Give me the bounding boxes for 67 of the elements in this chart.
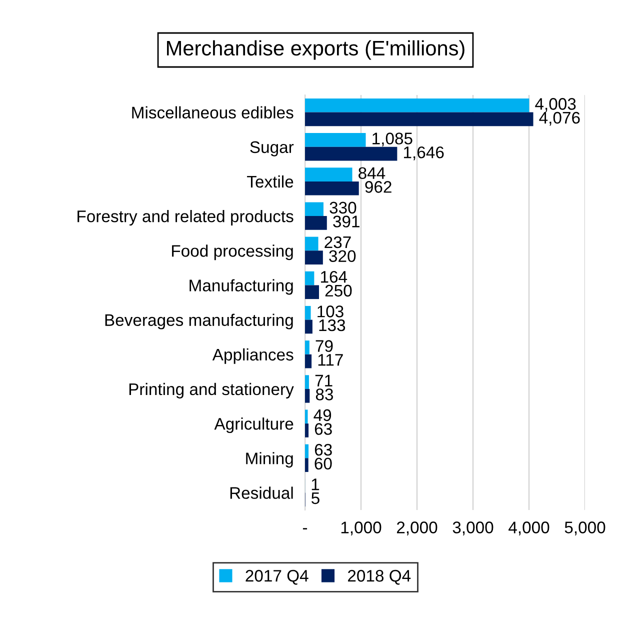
- data-label: 164: [321, 270, 348, 283]
- y-tick-label: Residual: [230, 486, 293, 499]
- data-label: 117: [318, 354, 343, 366]
- data-label: 250: [325, 284, 352, 297]
- data-label: 103: [318, 306, 344, 318]
- data-label: 71: [315, 374, 332, 386]
- bar: [305, 410, 308, 424]
- data-label: 5: [312, 492, 320, 504]
- data-label: 844: [358, 167, 386, 180]
- bar: [305, 133, 366, 147]
- data-label: 63: [314, 423, 332, 435]
- data-label: 63: [314, 444, 332, 456]
- bar: [305, 181, 359, 196]
- y-tick-label: Beverages manufacturing: [105, 314, 293, 330]
- data-label: 79: [316, 340, 333, 352]
- data-label: 1,646: [404, 146, 444, 160]
- bar: [305, 202, 324, 216]
- data-label: 237: [324, 236, 351, 248]
- data-label: 4,003: [535, 98, 576, 112]
- y-tick-label: Sugar: [250, 141, 294, 156]
- y-tick-label: Forestry and related products: [78, 210, 294, 226]
- bar: [305, 236, 318, 251]
- y-tick-label: Textile: [247, 175, 294, 188]
- bar: [305, 424, 309, 438]
- x-tick-label: 4,000: [508, 522, 550, 536]
- data-label: 391: [333, 216, 360, 228]
- bar: [305, 285, 319, 300]
- bar: [305, 458, 308, 472]
- data-label: 1: [312, 478, 320, 490]
- bar: [305, 98, 530, 112]
- bar: [305, 340, 310, 354]
- y-tick-label: Miscellaneous edibles: [132, 106, 294, 118]
- bar: [305, 320, 312, 334]
- data-label: 83: [316, 388, 334, 400]
- bar: [305, 306, 311, 320]
- data-label: 330: [330, 202, 356, 214]
- legend-label: 2018 Q4: [348, 570, 411, 585]
- y-tick-label: Food processing: [172, 244, 293, 260]
- x-tick-label: 5,000: [564, 522, 606, 536]
- data-label: 1,085: [372, 132, 412, 146]
- bar: [305, 444, 309, 458]
- bar: [305, 168, 352, 182]
- x-tick-label: 1,000: [341, 522, 382, 536]
- bar: [305, 271, 314, 286]
- data-label: 320: [329, 250, 356, 262]
- data-label: 962: [365, 181, 392, 193]
- y-tick-label: Mining: [246, 452, 293, 468]
- data-label: 4,076: [539, 112, 580, 126]
- x-tick-label: -: [302, 528, 308, 530]
- bar: [305, 146, 398, 161]
- y-tick-label: Appliances: [212, 348, 294, 364]
- chart-title: Merchandise exports (E'millions): [167, 40, 464, 60]
- bar: [305, 112, 534, 126]
- data-label: 133: [319, 319, 346, 332]
- bar: [305, 375, 309, 389]
- y-tick-label: Agriculture: [214, 418, 294, 434]
- x-tick-label: 2,000: [396, 522, 438, 536]
- y-tick-label: Printing and stationery: [129, 382, 294, 398]
- bar: [305, 216, 327, 230]
- bar: [305, 354, 312, 368]
- y-tick-label: Manufacturing: [190, 279, 293, 295]
- x-tick-label: 3,000: [452, 522, 494, 536]
- bar: [305, 388, 310, 403]
- legend-label: 2017 Q4: [246, 570, 308, 585]
- data-label: 49: [314, 409, 332, 422]
- bar: [305, 250, 323, 264]
- data-label: 60: [314, 458, 332, 470]
